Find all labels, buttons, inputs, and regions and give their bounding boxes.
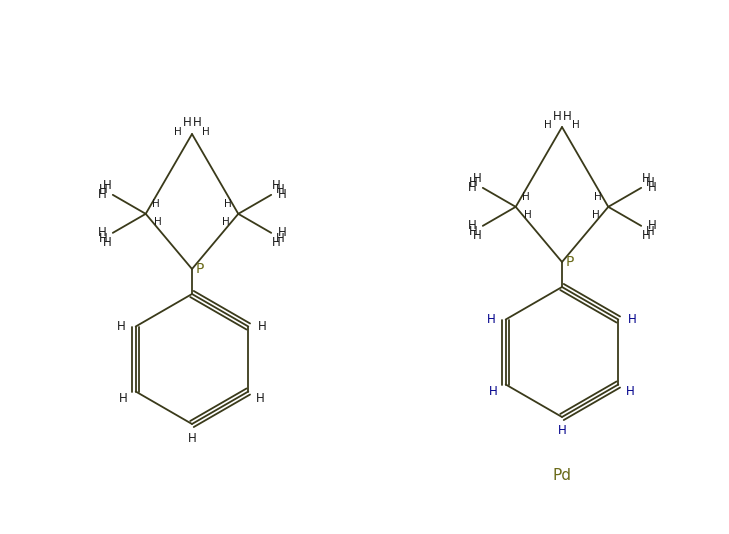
Text: P: P [196,262,204,276]
Text: H: H [120,392,128,405]
Text: H: H [642,172,651,185]
Text: H: H [628,313,636,326]
Text: H: H [117,320,126,333]
Text: H: H [469,176,477,189]
Text: H: H [225,199,232,209]
Text: H: H [154,217,162,227]
Text: H: H [273,236,281,249]
Text: H: H [276,183,285,196]
Text: H: H [192,116,201,130]
Text: H: H [524,210,531,220]
Text: H: H [222,217,230,227]
Text: H: H [273,179,281,192]
Text: H: H [626,385,635,398]
Text: H: H [487,313,496,326]
Text: H: H [103,236,112,249]
Text: H: H [99,183,108,196]
Text: H: H [593,210,600,220]
Text: H: H [99,232,108,245]
Text: H: H [648,182,657,194]
Text: H: H [558,425,566,437]
Text: H: H [174,127,182,137]
Text: H: H [103,179,112,192]
Text: H: H [187,431,196,444]
Text: H: H [467,182,476,194]
Text: H: H [276,232,285,245]
Text: Pd: Pd [553,468,572,483]
Text: H: H [572,120,580,130]
Text: H: H [98,226,106,239]
Text: H: H [202,127,210,137]
Text: H: H [98,189,106,201]
Text: H: H [152,199,160,209]
Text: H: H [553,109,561,122]
Text: P: P [566,255,574,269]
Text: H: H [544,120,552,130]
Text: H: H [258,320,267,333]
Text: H: H [563,109,572,122]
Text: H: H [647,176,655,189]
Text: H: H [642,229,651,242]
Text: H: H [489,385,498,398]
Text: H: H [594,192,602,202]
Text: H: H [473,172,482,185]
Text: H: H [647,225,655,238]
Text: H: H [278,189,286,201]
Text: H: H [278,226,286,239]
Text: H: H [183,116,192,130]
Text: H: H [522,192,529,202]
Text: H: H [648,219,657,232]
Text: H: H [256,392,265,405]
Text: H: H [467,219,476,232]
Text: H: H [469,225,477,238]
Text: H: H [473,229,482,242]
